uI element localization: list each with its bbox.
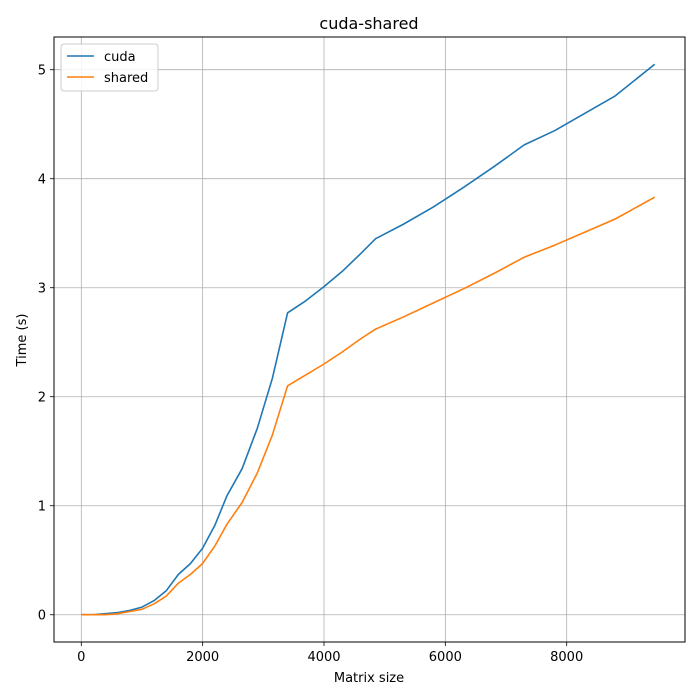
x-tick-label: 4000 xyxy=(307,650,340,665)
y-tick-label: 5 xyxy=(38,64,46,79)
legend: cuda shared xyxy=(60,43,159,92)
series-line-cuda xyxy=(81,63,656,616)
y-tick-label: 1 xyxy=(38,500,46,515)
legend-label-shared: shared xyxy=(104,71,148,86)
y-tick-label: 3 xyxy=(38,282,46,297)
y-tick-label: 0 xyxy=(38,609,46,624)
plot-area xyxy=(81,63,656,616)
y-tick-label: 2 xyxy=(38,391,46,406)
legend-label-cuda: cuda xyxy=(104,50,136,65)
x-tick-label: 8000 xyxy=(550,650,583,665)
x-tick-label: 0 xyxy=(77,650,85,665)
plot-frame xyxy=(53,36,686,643)
chart-title: cuda-shared xyxy=(319,14,418,33)
y-axis-label: Time (s) xyxy=(15,314,30,368)
x-axis-label: Matrix size xyxy=(334,671,404,686)
grid xyxy=(54,37,685,642)
x-tick-label: 6000 xyxy=(429,650,462,665)
series-line-shared xyxy=(81,196,656,616)
axis-ticks: 0 2000 4000 6000 8000 0 1 2 3 4 5 xyxy=(38,64,584,665)
y-tick-label: 4 xyxy=(38,173,46,188)
x-tick-label: 2000 xyxy=(186,650,219,665)
